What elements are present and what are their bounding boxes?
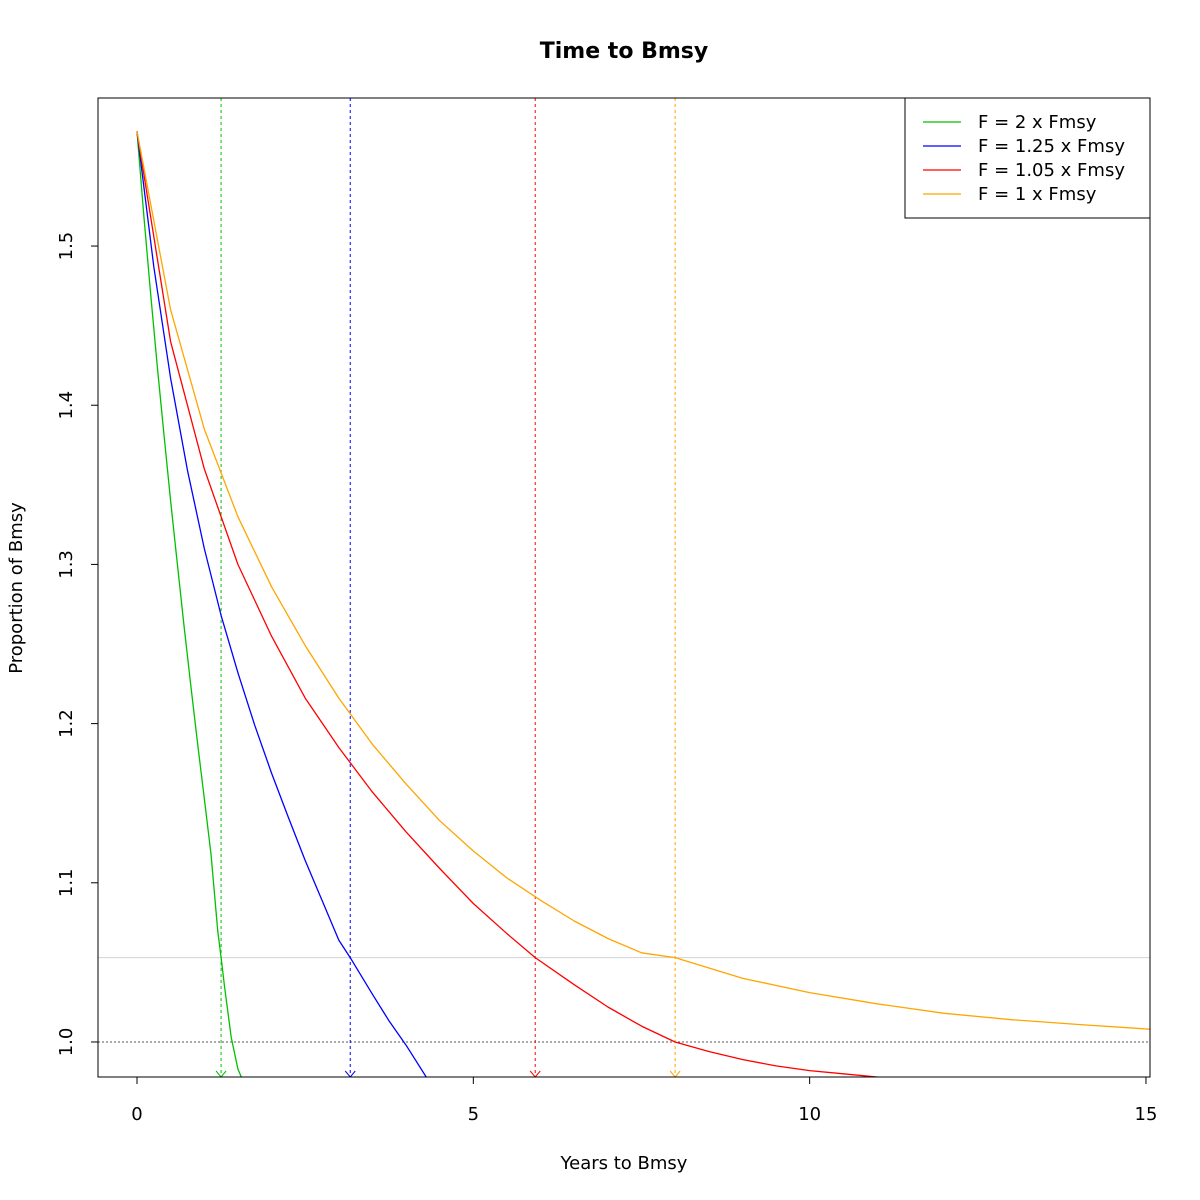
x-tick-label-0: 0 bbox=[131, 1104, 142, 1125]
series-line-0 bbox=[136, 131, 242, 1077]
series-0-marker-arrow bbox=[215, 1070, 227, 1077]
legend-label-0: F = 2 x Fmsy bbox=[978, 112, 1097, 133]
legend: F = 2 x Fmsy F = 1.25 x Fmsy F = 1.05 x Fm… bbox=[904, 97, 1151, 219]
x-axis-label: Years to Bmsy bbox=[560, 1153, 688, 1174]
series-line-3 bbox=[136, 131, 1150, 1030]
y-tick-label-2: 1.2 bbox=[56, 709, 77, 738]
x-tick-label-1: 5 bbox=[468, 1104, 479, 1125]
plot-frame bbox=[97, 97, 1151, 1078]
plot-content bbox=[98, 98, 1150, 1077]
y-tick-label-5: 1.5 bbox=[56, 232, 77, 261]
legend-box bbox=[904, 97, 1151, 219]
x-tick-label-2: 10 bbox=[798, 1104, 821, 1125]
series-line-2 bbox=[136, 131, 883, 1077]
y-tick-label-3: 1.3 bbox=[56, 550, 77, 579]
x-tick-label-3: 15 bbox=[1135, 1104, 1158, 1125]
series-3-marker-arrow bbox=[669, 1070, 681, 1077]
chart-title: Time to Bmsy bbox=[540, 39, 708, 64]
legend-label-2: F = 1.05 x Fmsy bbox=[978, 160, 1125, 181]
legend-label-3: F = 1 x Fmsy bbox=[978, 184, 1097, 205]
legend-label-1: F = 1.25 x Fmsy bbox=[978, 136, 1125, 157]
series-line-1 bbox=[136, 131, 427, 1077]
y-tick-label-0: 1.0 bbox=[56, 1028, 77, 1057]
series-1-marker-arrow bbox=[344, 1070, 356, 1077]
plot-area bbox=[98, 98, 1150, 1077]
y-axis-label: Proportion of Bmsy bbox=[6, 502, 27, 674]
series-2-marker-arrow bbox=[529, 1070, 541, 1077]
y-tick-label-4: 1.4 bbox=[56, 391, 77, 420]
y-tick-label-1: 1.1 bbox=[56, 868, 77, 897]
